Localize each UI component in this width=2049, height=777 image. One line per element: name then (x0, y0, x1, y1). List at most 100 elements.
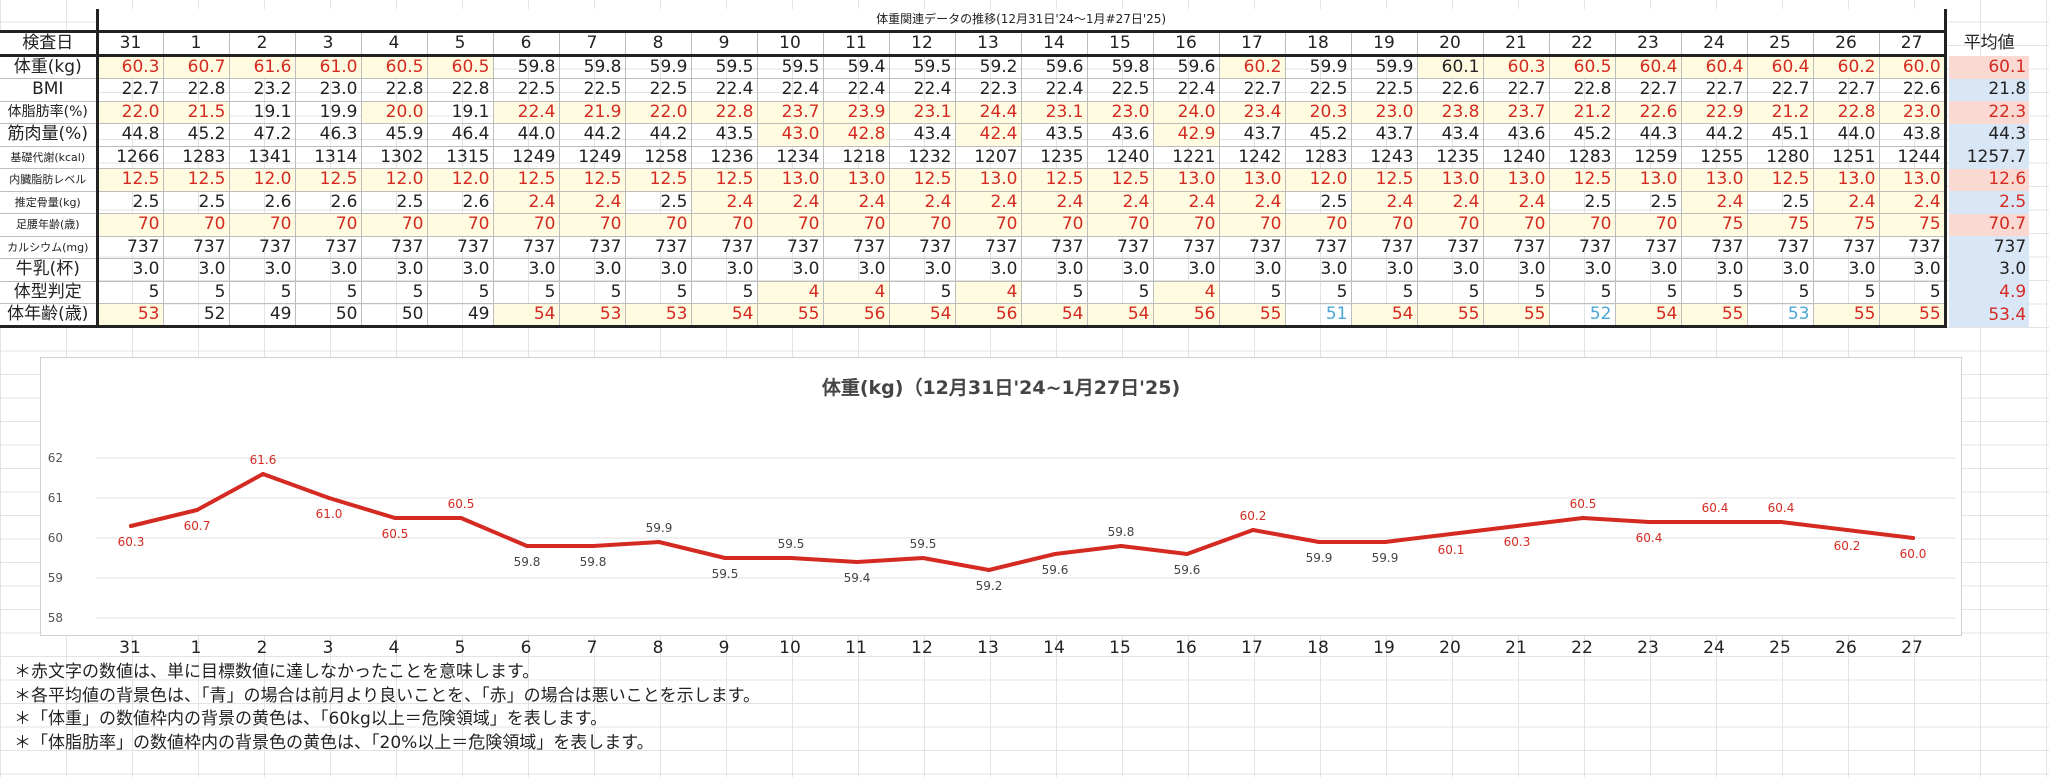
table-cell: 22.3 (954, 78, 1022, 102)
table-cell: 12.5 (1350, 168, 1418, 192)
table-cell: 23.9 (822, 100, 890, 124)
row-label: 体重(kg) (0, 55, 99, 79)
table-cell: 12.5 (888, 168, 956, 192)
table-cell: 60.4 (1746, 55, 1814, 79)
table-cell: 5 (228, 280, 296, 304)
row-label: 体年齢(歳) (0, 303, 99, 328)
avg-blank (1949, 9, 2029, 32)
table-cell: 1234 (756, 145, 824, 169)
data-label: 59.5 (712, 567, 739, 581)
note-weight-yellow: ＊「体重」の数値枠内の背景の黄色は、「60kg以上＝危険領域」を表します。 (14, 709, 608, 730)
data-label: 59.5 (910, 537, 937, 551)
table-cell: 42.9 (1152, 123, 1220, 147)
table-cell: 1315 (426, 145, 494, 169)
row-label: 推定骨量(kg) (0, 190, 99, 214)
table-cell: 20.0 (360, 100, 428, 124)
table-cell: 59.5 (690, 55, 758, 79)
table-cell: 737 (1614, 235, 1682, 259)
table-cell: 2.5 (96, 190, 164, 214)
table-title: 体重関連データの推移(12月31日'24〜1月#27日'25) (95, 9, 1947, 32)
x-tick-label: 10 (779, 638, 801, 658)
table-cell: 737 (1548, 235, 1616, 259)
table-cell: 5 (558, 280, 626, 304)
table-cell: 4 (756, 280, 824, 304)
weight-line (129, 472, 1915, 572)
table-cell: 54 (1350, 303, 1418, 328)
x-tick-label: 23 (1637, 638, 1659, 658)
table-cell: 60.2 (1812, 55, 1880, 79)
avg-cell: 1257.7 (1949, 146, 2030, 169)
x-tick-label: 20 (1439, 638, 1461, 658)
table-cell: 1314 (294, 145, 362, 169)
data-label: 59.6 (1174, 563, 1201, 577)
table-row: 牛乳(杯) 3.0 3.0 3.0 3.0 3.0 3.0 3.0 3.0 3.0 3.0 3.0 3.… (0, 258, 2030, 282)
avg-cell: 60.1 (1949, 55, 2030, 79)
table-cell: 2.5 (162, 190, 230, 214)
table-cell: 1235 (1416, 145, 1484, 169)
day-header: 21 (1482, 30, 1550, 57)
data-point (261, 472, 265, 476)
data-label: 60.5 (382, 527, 409, 541)
data-label: 60.2 (1834, 539, 1861, 553)
table-cell: 2.4 (1416, 190, 1484, 214)
table-cell: 56 (1152, 303, 1220, 328)
table-cell: 55 (1812, 303, 1880, 328)
table-cell: 5 (360, 280, 428, 304)
table-cell: 22.5 (1284, 78, 1352, 102)
table-cell: 737 (1482, 235, 1550, 259)
table-cell: 3.0 (1350, 258, 1418, 282)
table-cell: 2.4 (1218, 190, 1286, 214)
table-cell: 42.4 (954, 123, 1022, 147)
table-cell: 75 (1812, 213, 1880, 237)
day-header: 20 (1416, 30, 1484, 57)
table-cell: 23.0 (294, 78, 362, 102)
table-cell: 12.5 (558, 168, 626, 192)
table-cell: 3.0 (228, 258, 296, 282)
table-cell: 2.4 (1482, 190, 1550, 214)
x-tick-label: 19 (1373, 638, 1395, 658)
x-tick-label: 18 (1307, 638, 1329, 658)
table-cell: 53 (1746, 303, 1814, 328)
day-header: 4 (360, 30, 428, 57)
note-red-text: ＊赤文字の数値は、単に目標数値に達しなかったことを意味します。 (14, 662, 540, 682)
day-header: 15 (1086, 30, 1154, 57)
avg-cell: 70.7 (1949, 213, 2030, 236)
data-label: 60.3 (1504, 535, 1531, 549)
table-cell: 1341 (228, 145, 296, 169)
table-row: カルシウム(mg) 737 737 737 737 737 737 737 737 737 737 7… (0, 235, 2030, 259)
table-cell: 3.0 (1416, 258, 1484, 282)
table-cell: 70 (1152, 213, 1220, 237)
table-cell: 61.6 (228, 55, 296, 79)
day-header: 7 (558, 30, 626, 57)
table-cell: 2.6 (294, 190, 362, 214)
table-cell: 23.2 (228, 78, 296, 102)
table-cell: 2.4 (822, 190, 890, 214)
table-cell: 737 (558, 235, 626, 259)
table-cell: 5 (1746, 280, 1814, 304)
table-cell: 2.4 (558, 190, 626, 214)
table-cell: 12.5 (624, 168, 692, 192)
x-tick-label: 26 (1835, 638, 1857, 658)
table-cell: 54 (492, 303, 560, 328)
table-cell: 70 (228, 213, 296, 237)
table-cell: 56 (822, 303, 890, 328)
table-cell: 22.4 (1020, 78, 1088, 102)
table-cell: 12.0 (426, 168, 494, 192)
day-header: 9 (690, 30, 758, 57)
table-cell: 2.6 (426, 190, 494, 214)
table-cell: 51 (1284, 303, 1352, 328)
data-label: 60.1 (1438, 543, 1465, 557)
table-cell: 2.4 (1086, 190, 1154, 214)
table-cell: 5 (624, 280, 692, 304)
data-point (1713, 520, 1717, 524)
x-tick-label: 25 (1769, 638, 1791, 658)
table-cell: 3.0 (1812, 258, 1880, 282)
table-cell: 22.8 (1548, 78, 1616, 102)
table-cell: 44.2 (1680, 123, 1748, 147)
row-label: 牛乳(杯) (0, 258, 99, 282)
data-point (657, 540, 661, 544)
table-cell: 737 (1152, 235, 1220, 259)
table-cell: 13.0 (1812, 168, 1880, 192)
avg-cell: 12.6 (1949, 168, 2030, 191)
avg-cell: 3.0 (1949, 258, 2030, 281)
